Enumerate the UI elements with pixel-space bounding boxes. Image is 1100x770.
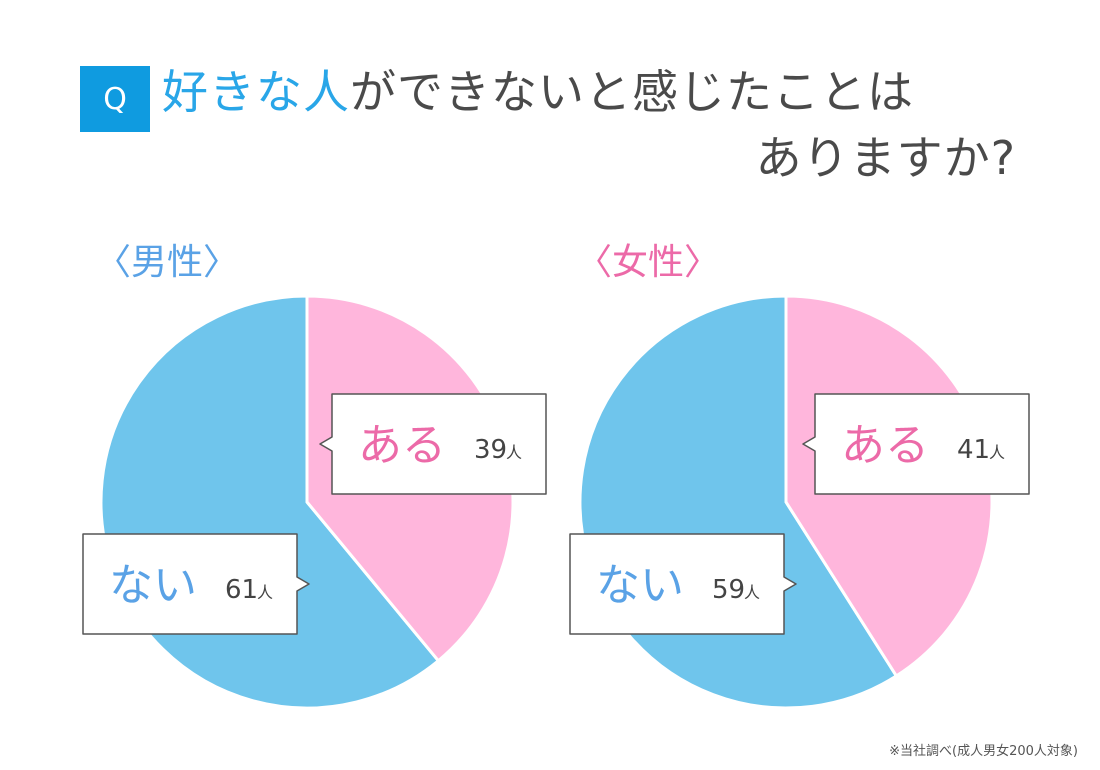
male-no-callout [82, 533, 310, 635]
female-chart-title: 〈女性〉 [576, 242, 721, 283]
male-chart-title: 〈男性〉 [95, 242, 240, 283]
male-yes-value: 39 [474, 435, 507, 465]
female-yes-value: 41 [957, 435, 990, 465]
question-line-1: 好きな人ができないと感じたことは [162, 62, 1022, 122]
female-no-callout [569, 533, 797, 635]
female-no-label: ない [596, 560, 684, 611]
female-yes-label: ある [841, 420, 929, 471]
male-yes-label: ある [358, 420, 446, 471]
male-yes-unit: 人 [506, 443, 522, 462]
male-no-value: 61 [225, 575, 258, 605]
female-no-unit: 人 [744, 583, 760, 602]
question-text: 好きな人ができないと感じたことは ありますか? [162, 62, 1022, 188]
q-badge-label: Q [103, 81, 127, 117]
male-no-unit: 人 [257, 583, 273, 602]
male-no-label: ない [109, 560, 197, 611]
male-yes-callout [319, 393, 547, 495]
female-no-value: 59 [712, 575, 745, 605]
female-yes-unit: 人 [989, 443, 1005, 462]
footnote: ※当社調べ(成人男女200人対象) [889, 744, 1078, 759]
question-rest: ができないと感じたことは [350, 65, 914, 119]
female-yes-callout [802, 393, 1030, 495]
question-highlight: 好きな人 [162, 65, 350, 119]
question-line-2: ありますか? [755, 131, 1016, 185]
q-badge: Q [80, 66, 150, 132]
